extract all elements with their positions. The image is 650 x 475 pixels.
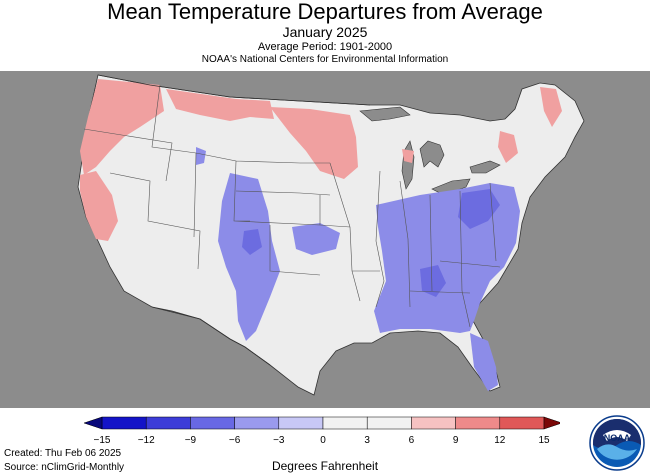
scale-cell bbox=[366, 416, 412, 430]
state-borders bbox=[83, 84, 501, 328]
scale-cell bbox=[499, 416, 545, 430]
warm-anomalies bbox=[80, 79, 562, 241]
scale-tick-label: −12 bbox=[138, 435, 155, 446]
scale-tick-label: 9 bbox=[453, 435, 459, 446]
scale-tick-label: −9 bbox=[185, 435, 197, 446]
noaa-logo-text: NOAA bbox=[604, 433, 631, 443]
scale-cell bbox=[411, 416, 456, 430]
temperature-departure-map bbox=[0, 71, 650, 408]
scale-tick-label: −15 bbox=[94, 435, 111, 446]
map-title: Mean Temperature Departures from Average bbox=[107, 0, 543, 24]
scale-cell bbox=[322, 416, 368, 430]
noaa-logo: NOAA bbox=[589, 415, 645, 471]
data-source-credit: Source: nClimGrid-Monthly bbox=[4, 462, 125, 473]
scale-cell bbox=[101, 416, 147, 430]
temperature-scale-bar: −15 −12 −9 −6 −3 0 3 6 9 12 15 bbox=[83, 416, 560, 446]
scale-cell bbox=[278, 416, 324, 430]
created-date: Created: Thu Feb 06 2025 bbox=[4, 448, 122, 459]
scale-tick-label: 15 bbox=[538, 435, 550, 446]
great-lakes bbox=[359, 106, 501, 196]
map-subtitle: January 2025 bbox=[282, 24, 368, 40]
scale-cell bbox=[190, 416, 235, 430]
data-source-line: NOAA's National Centers for Environmenta… bbox=[201, 54, 449, 65]
scale-tick-label: 0 bbox=[320, 435, 326, 446]
scale-low-arrow bbox=[83, 416, 103, 430]
scale-cell bbox=[455, 416, 501, 430]
scale-high-arrow bbox=[543, 416, 560, 430]
scale-unit-label: Degrees Fahrenheit bbox=[271, 459, 379, 473]
scale-tick-label: −3 bbox=[273, 435, 285, 446]
scale-cell bbox=[234, 416, 280, 430]
scale-tick-label: 6 bbox=[409, 435, 415, 446]
canada-mexico-border bbox=[97, 74, 371, 366]
strong-cool-anomalies bbox=[242, 189, 500, 297]
scale-tick-label: 12 bbox=[494, 435, 506, 446]
scale-cell bbox=[145, 416, 191, 430]
scale-tick-label: −6 bbox=[229, 435, 241, 446]
scale-tick-label: 3 bbox=[364, 435, 370, 446]
average-period: Average Period: 1901-2000 bbox=[257, 41, 393, 53]
